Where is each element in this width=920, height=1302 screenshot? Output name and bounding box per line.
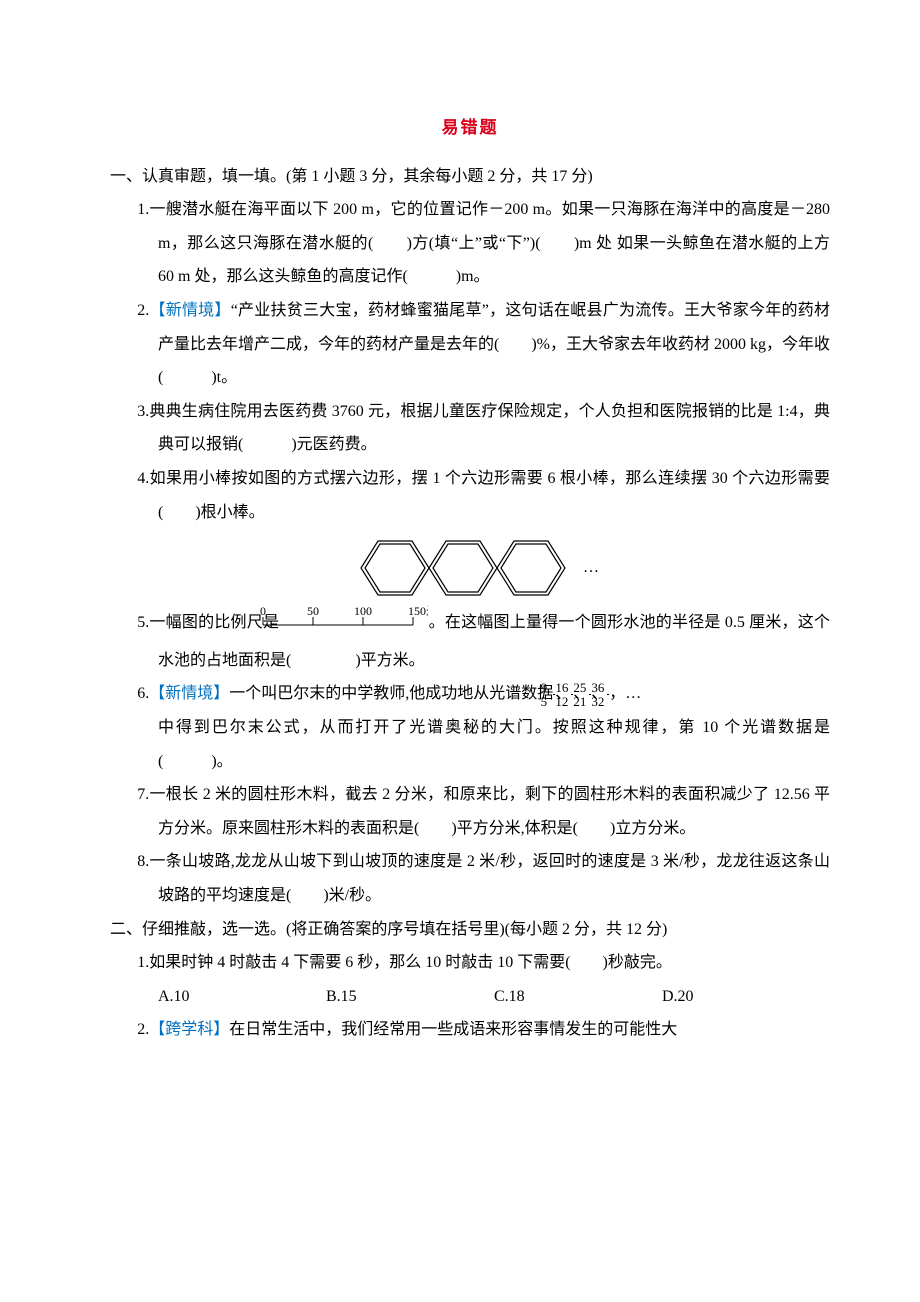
option-b: B.15 bbox=[326, 980, 494, 1014]
s1-q2: 2.【新情境】“产业扶贫三大宝，药材蜂蜜猫尾草”，这句话在岷县广为流传。王大爷家… bbox=[110, 294, 830, 395]
page-title: 易错题 bbox=[110, 110, 830, 146]
new-context-tag: 【新情境】 bbox=[149, 685, 229, 702]
scale-bar: 0 50 100 150米 bbox=[279, 605, 428, 644]
s1-q1: 1.一艘潜水艇在海平面以下 200 m，它的位置记作－200 m。如果一只海豚在… bbox=[110, 193, 830, 294]
ellipsis: … bbox=[583, 551, 599, 585]
s1-q4: 4.如果用小棒按如图的方式摆六边形，摆 1 个六边形需要 6 根小棒，那么连续摆… bbox=[110, 462, 830, 529]
s2-q2: 2.【跨学科】在日常生活中，我们经常用一些成语来形容事情发生的可能性大 bbox=[110, 1013, 830, 1047]
s2-q2-text: 在日常生活中，我们经常用一些成语来形容事情发生的可能性大 bbox=[229, 1021, 677, 1038]
option-a: A.10 bbox=[158, 980, 326, 1014]
option-d: D.20 bbox=[662, 980, 830, 1014]
s1-q2-text: “产业扶贫三大宝，药材蜂蜜猫尾草”，这句话在岷县广为流传。王大爷家今年的药材产量… bbox=[158, 302, 830, 386]
s1-q6: 6.【新情境】一个叫巴尔末的中学教师,他成功地从光谱数据95、1612、2521… bbox=[110, 677, 830, 711]
s1-q8: 8.一条山坡路,龙龙从山坡下到山坡顶的速度是 2 米/秒，返回时的速度是 3 米… bbox=[110, 845, 830, 912]
fraction-4: 3632 bbox=[607, 681, 609, 709]
scale-label-1: 50 bbox=[307, 605, 319, 618]
s1-q3: 3.典典生病住院用去医药费 3760 元，根据儿童医疗保险规定，个人负担和医院报… bbox=[110, 395, 830, 462]
section-2-header: 二、仔细推敲，选一选。(将正确答案的序号填在括号里)(每小题 2 分，共 12 … bbox=[110, 913, 830, 947]
hexagon-figure: … bbox=[110, 529, 830, 605]
scale-label-3: 150米 bbox=[408, 605, 428, 618]
s1-q6-cont: 中得到巴尔末公式，从而打开了光谱奥秘的大门。按照这种规律，第 10 个光谱数据是… bbox=[110, 711, 830, 778]
s2-q1-options: A.10 B.15 C.18 D.20 bbox=[110, 980, 830, 1014]
s1-q5: 5.一幅图的比例尺是 0 50 100 150米 。在这幅图上量得一个圆形水池的… bbox=[110, 605, 830, 677]
section-1-header: 一、认真审题，填一填。(第 1 小题 3 分，其余每小题 2 分，共 17 分) bbox=[110, 160, 830, 194]
scale-label-2: 100 bbox=[354, 605, 372, 618]
new-context-tag: 【新情境】 bbox=[149, 302, 230, 319]
s1-q7: 7.一根长 2 米的圆柱形木料，截去 2 分米，和原来比，剩下的圆柱形木料的表面… bbox=[110, 778, 830, 845]
option-c: C.18 bbox=[494, 980, 662, 1014]
s2-q1: 1.如果时钟 4 时敲击 4 下需要 6 秒，那么 10 时敲击 10 下需要(… bbox=[110, 946, 830, 980]
s1-q6-pre: 一个叫巴尔末的中学教师,他成功地从光谱数据 bbox=[229, 685, 553, 702]
scale-label-0: 0 bbox=[260, 605, 266, 618]
cross-subject-tag: 【跨学科】 bbox=[149, 1021, 229, 1038]
